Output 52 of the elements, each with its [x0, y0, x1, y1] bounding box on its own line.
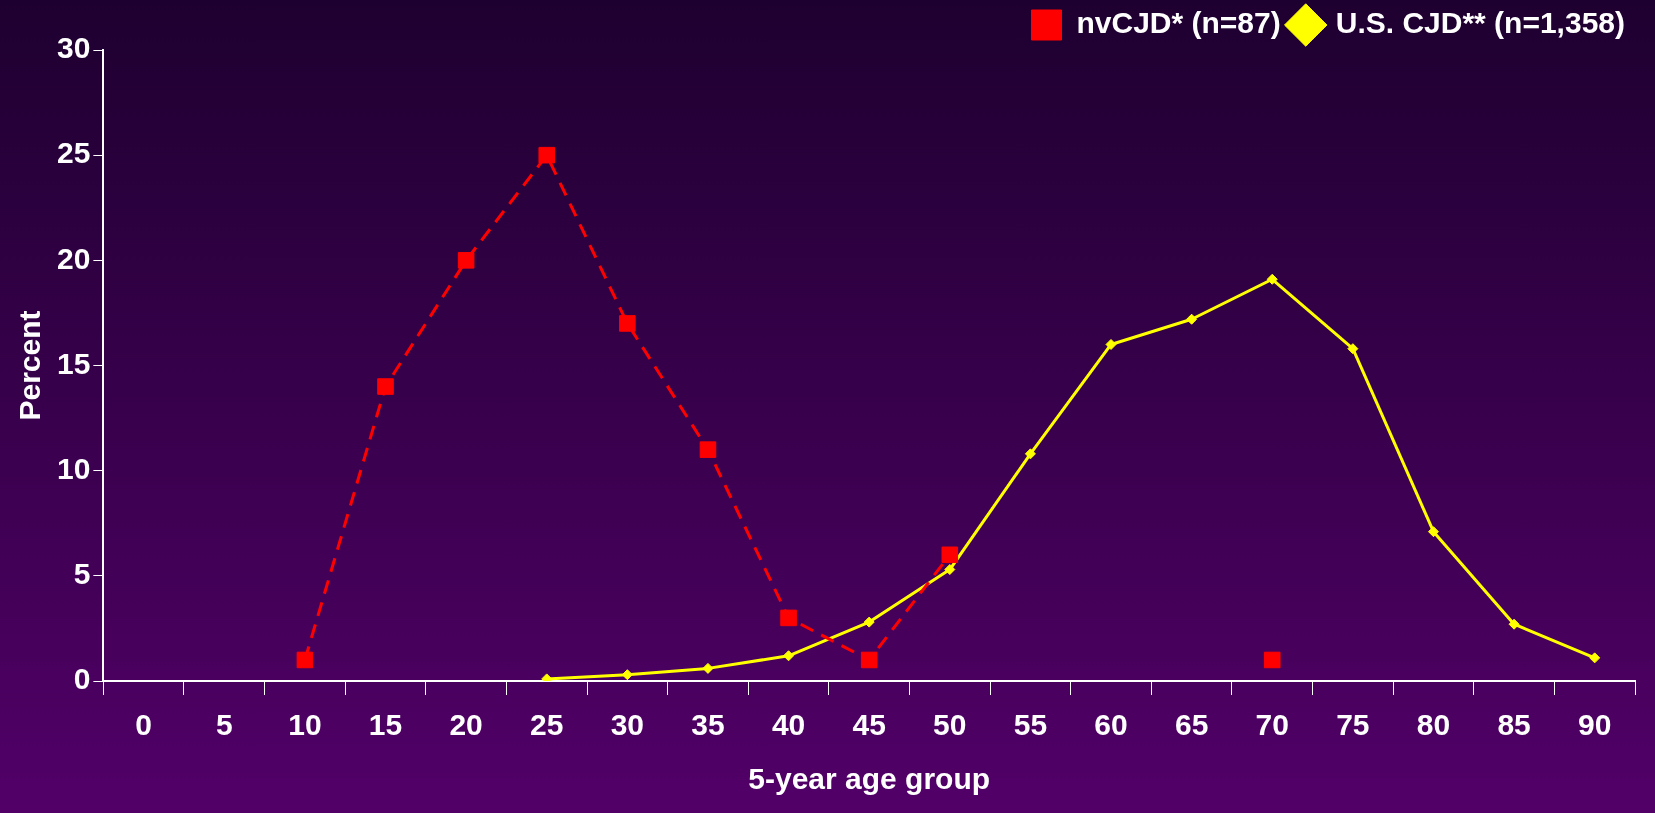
legend-label: nvCJD* (n=87) — [1076, 6, 1281, 40]
x-tick-label: 40 — [771, 708, 806, 742]
x-tick-label: 90 — [1578, 708, 1612, 742]
x-tick-label: 15 — [368, 708, 403, 742]
x-tick-label: 75 — [1336, 708, 1370, 742]
point — [619, 315, 636, 332]
x-tick-label: 55 — [1013, 708, 1048, 742]
point — [1266, 273, 1278, 285]
y-axis-title: Percent — [13, 310, 47, 421]
point — [860, 651, 878, 669]
point — [1427, 526, 1439, 538]
y-tick-label: 30 — [56, 31, 91, 65]
x-tick-label: 80 — [1416, 708, 1451, 742]
point — [944, 564, 956, 576]
x-tick-label: 65 — [1174, 708, 1209, 742]
legend-label: U.S. CJD** (n=1,358) — [1335, 6, 1625, 40]
x-tick-label: 0 — [135, 708, 153, 742]
point — [1186, 313, 1198, 325]
x-tick-label: 60 — [1094, 708, 1128, 742]
point — [1508, 618, 1520, 630]
x-axis-title: 5-year age group — [748, 762, 991, 796]
point — [783, 650, 795, 662]
point — [702, 662, 714, 674]
point — [377, 378, 394, 395]
x-tick-label: 25 — [530, 708, 564, 742]
point — [296, 651, 314, 669]
point — [1263, 651, 1281, 669]
y-tick-label: 10 — [56, 451, 91, 485]
point — [1589, 652, 1601, 664]
x-tick-label: 20 — [449, 708, 483, 742]
point — [1024, 448, 1036, 460]
x-tick-label: 5 — [215, 708, 233, 742]
y-tick-label: 20 — [56, 241, 91, 275]
y-tick-label: 15 — [56, 346, 91, 380]
y-tick-label: 0 — [73, 662, 91, 696]
point — [538, 146, 556, 164]
x-tick-label: 10 — [288, 708, 322, 742]
x-tick-label: 50 — [933, 708, 967, 742]
y-tick-label: 25 — [56, 136, 91, 170]
x-tick-label: 35 — [691, 708, 725, 742]
y-tick-label: 5 — [73, 557, 91, 591]
x-tick-label: 85 — [1497, 708, 1531, 742]
point — [699, 441, 717, 458]
point — [1105, 338, 1117, 350]
point — [1347, 343, 1359, 355]
point — [780, 609, 797, 627]
x-tick-label: 70 — [1255, 708, 1289, 742]
point — [941, 546, 959, 564]
x-tick-label: 45 — [852, 708, 886, 742]
point — [457, 252, 475, 269]
point — [863, 616, 875, 628]
x-tick-label: 30 — [610, 708, 645, 742]
